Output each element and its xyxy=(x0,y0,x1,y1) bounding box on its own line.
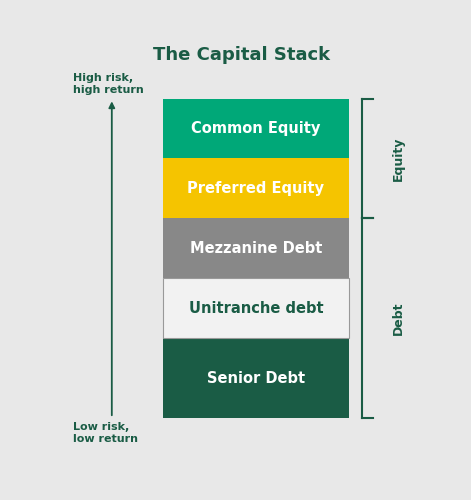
Text: Preferred Equity: Preferred Equity xyxy=(187,181,325,196)
Text: Unitranche debt: Unitranche debt xyxy=(189,300,323,316)
Text: Equity: Equity xyxy=(392,136,405,180)
Text: Common Equity: Common Equity xyxy=(191,121,321,136)
Text: High risk,
high return: High risk, high return xyxy=(73,73,144,94)
Text: Mezzanine Debt: Mezzanine Debt xyxy=(190,241,322,256)
Bar xyxy=(163,278,349,338)
Text: Senior Debt: Senior Debt xyxy=(207,370,305,386)
Bar xyxy=(163,338,349,418)
Text: Debt: Debt xyxy=(392,302,405,335)
Text: Low risk,
low return: Low risk, low return xyxy=(73,422,138,444)
Bar xyxy=(163,98,349,158)
Bar xyxy=(163,158,349,218)
Text: The Capital Stack: The Capital Stack xyxy=(153,46,330,64)
Bar xyxy=(163,218,349,278)
Bar xyxy=(163,278,349,338)
